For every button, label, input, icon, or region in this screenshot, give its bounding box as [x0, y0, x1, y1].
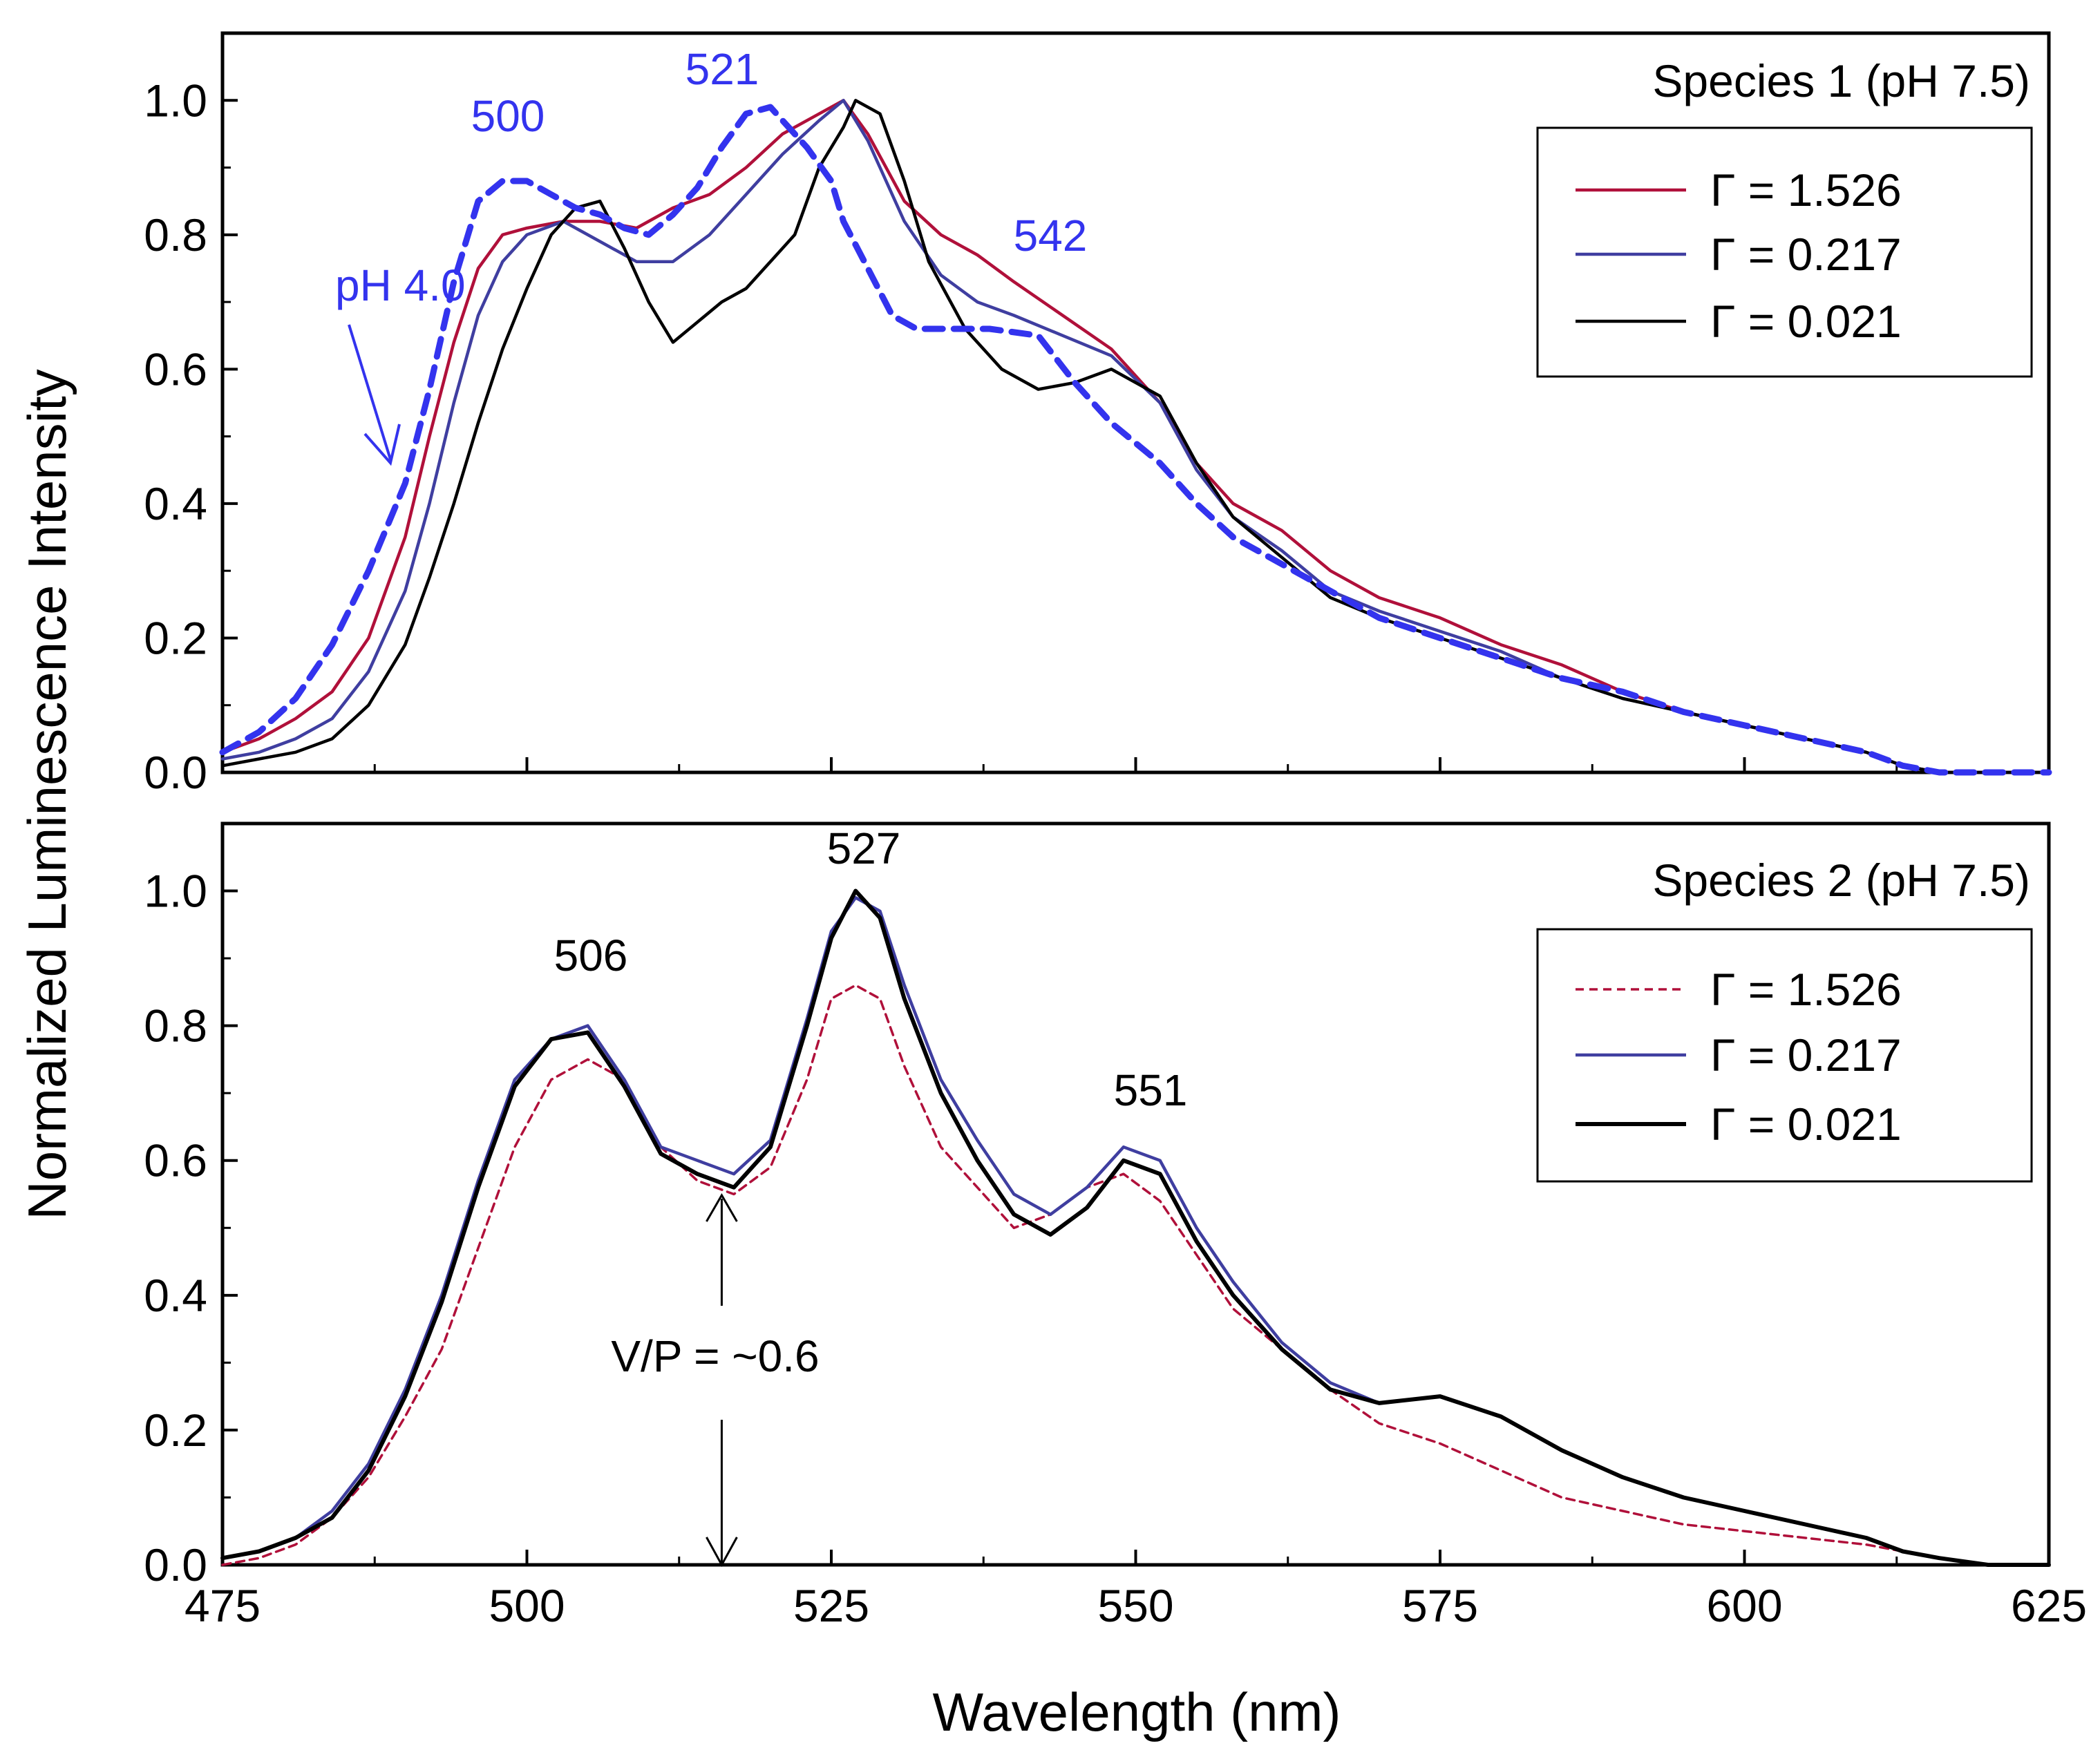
legend-label: Γ = 0.217 — [1710, 1029, 1902, 1081]
series-line-gamma-0-021 — [220, 99, 2051, 774]
bottom-panel: 0.0 0.2 0.4 0.6 0.8 1.0 475 500 525 550 575 600 625 S… — [144, 821, 2087, 1631]
annotation-521: 521 — [685, 44, 759, 94]
y-tick-label: 0.2 — [144, 1405, 207, 1456]
annotation-ph-4-0: pH 4.0 — [335, 260, 466, 310]
annotation-v-p-0-6: V/P = ~0.6 — [611, 1331, 819, 1381]
y-axis-title: Normalized Luminescence Intensity — [17, 369, 77, 1219]
y-tick-label: 1.0 — [144, 75, 207, 126]
ph-arrow-head — [363, 424, 401, 466]
y-tick-label: 0.6 — [144, 1135, 207, 1186]
ph-arrow-line — [348, 324, 392, 460]
x-tick-label: 500 — [489, 1580, 565, 1631]
legend: Γ = 1.526 Γ = 0.217 Γ = 0.021 — [1536, 126, 2033, 378]
x-tick-label: 600 — [1706, 1580, 1782, 1631]
legend-label: Γ = 1.526 — [1710, 164, 1902, 216]
series-line-gamma-0-021 — [220, 888, 2051, 1567]
y-tick-label: 0.4 — [144, 478, 207, 529]
annotation-506: 506 — [554, 931, 628, 980]
y-tick-label: 0.6 — [144, 343, 207, 394]
x-tick-label: 625 — [2011, 1580, 2087, 1631]
y-tick-label: 0.4 — [144, 1270, 207, 1321]
baseline-arrow-head — [706, 1537, 738, 1568]
annotation-551: 551 — [1114, 1065, 1188, 1115]
top-panel: 0.0 0.2 0.4 0.6 0.8 1.0 Species 1 (pH 7.5) Γ = … — [144, 31, 2052, 798]
y-tick-label: 1.0 — [144, 866, 207, 917]
panel-title: Species 1 (pH 7.5) — [1652, 55, 2030, 106]
valley-arrow-head — [706, 1193, 738, 1222]
annotation-527: 527 — [827, 824, 901, 873]
x-tick-label: 550 — [1097, 1580, 1173, 1631]
y-tick-label: 0.2 — [144, 612, 207, 663]
legend-label: Γ = 1.526 — [1710, 964, 1902, 1015]
y-tick-label: 0.8 — [144, 1000, 207, 1052]
annotation-542: 542 — [1014, 211, 1088, 260]
y-tick-label: 0.0 — [144, 747, 207, 798]
x-tick-label: 575 — [1402, 1580, 1478, 1631]
x-axis-title: Wavelength (nm) — [933, 1682, 1341, 1742]
series-line-gamma-1-526 — [221, 984, 2050, 1566]
x-tick-label: 525 — [793, 1580, 869, 1631]
legend-label: Γ = 0.021 — [1710, 1098, 1902, 1150]
y-tick-label: 0.0 — [144, 1539, 207, 1590]
legend-box — [1536, 126, 2033, 378]
legend-label: Γ = 0.021 — [1710, 296, 1902, 347]
annotation-500: 500 — [471, 91, 545, 141]
x-tick-label: 475 — [185, 1580, 261, 1631]
legend: Γ = 1.526 Γ = 0.217 Γ = 0.021 — [1536, 928, 2033, 1183]
series-line-ph-4-0 — [219, 104, 2052, 776]
panel-title: Species 2 (pH 7.5) — [1652, 855, 2030, 906]
legend-label: Γ = 0.217 — [1710, 229, 1902, 280]
series-lines — [220, 888, 2051, 1567]
y-tick-label: 0.8 — [144, 209, 207, 260]
series-lines — [219, 99, 2052, 776]
